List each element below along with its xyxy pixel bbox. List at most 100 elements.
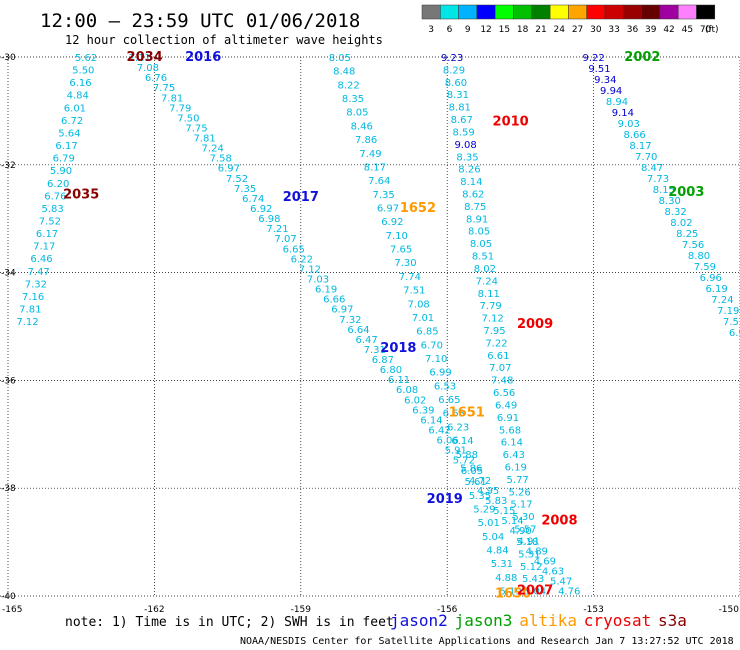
longitude-tick-labels: -165 -162 -159 -156 -153 -150 <box>2 605 739 615</box>
swh-value: 7.51 <box>723 317 740 328</box>
legend-entry: altika <box>519 611 577 630</box>
swh-value: 8.32 <box>664 207 686 218</box>
swh-value: 7.12 <box>481 314 503 325</box>
lat-tick-label: -34 <box>1 269 16 279</box>
swh-value: 7.10 <box>386 231 408 242</box>
legend-entry: s3a <box>658 611 687 630</box>
swh-value: 6.14 <box>420 415 442 426</box>
swh-value: 7.50 <box>177 113 199 124</box>
time-label: 2035 <box>63 187 99 202</box>
swh-value: 5.64 <box>58 128 80 139</box>
swh-value: 6.20 <box>47 179 69 190</box>
swh-value: 8.35 <box>456 152 478 163</box>
swh-value: 6.72 <box>61 116 83 127</box>
swh-value: 8.46 <box>351 121 373 132</box>
time-label: 2034 <box>127 50 163 65</box>
swh-value: 6.74 <box>242 194 264 205</box>
swh-value: 6.42 <box>428 426 450 437</box>
time-label: 2003 <box>668 185 704 200</box>
swh-value: 4.76 <box>558 587 580 598</box>
swh-value: 6.19 <box>315 285 337 296</box>
swh-value: 9.08 <box>454 140 476 151</box>
swh-value: 4.84 <box>486 546 508 557</box>
swh-value: 4.72 <box>469 476 491 487</box>
swh-value: 7.12 <box>299 264 321 275</box>
time-label: 1652 <box>400 201 436 216</box>
swh-value: 7.19 <box>717 306 739 317</box>
swh-value: 7.81 <box>19 305 41 316</box>
swh-value: 8.35 <box>342 94 364 105</box>
swh-value: 7.65 <box>390 245 412 256</box>
colorbar-tick-label: 30 <box>590 25 602 35</box>
swh-value: 6.22 <box>291 254 313 265</box>
swh-value: 5.04 <box>482 532 504 543</box>
time-label: 1651 <box>449 406 485 421</box>
lon-tick-label: -165 <box>2 605 22 615</box>
swh-value: 5.91 <box>445 446 467 457</box>
swh-value: 7.01 <box>412 313 434 324</box>
swh-value: 9.03 <box>618 119 640 130</box>
swh-value: 4.88 <box>495 573 517 584</box>
swh-value: 8.05 <box>468 227 490 238</box>
swh-value: 5.62 <box>75 53 97 64</box>
swh-value: 8.81 <box>449 103 471 114</box>
colorbar-swatch <box>458 4 478 20</box>
swh-value: 7.86 <box>355 135 377 146</box>
swh-value: 9.14 <box>612 108 634 119</box>
swh-value: 6.19 <box>505 463 527 474</box>
swh-value: 6.66 <box>323 295 345 306</box>
swh-value: 7.32 <box>25 279 47 290</box>
swh-value: 7.52 <box>39 216 61 227</box>
footer-credit: NOAA/NESDIS Center for Satellite Applica… <box>240 636 734 647</box>
swh-value: 8.25 <box>676 229 698 240</box>
swh-value: 5.15 <box>493 506 515 517</box>
colorbar-tick-label: 9 <box>465 25 471 35</box>
swh-value: 7.10 <box>425 354 447 365</box>
track-time-labels: 2034 2016 2035 2017 1652 2010 2002 2003 2009 2018… <box>63 50 704 601</box>
swh-value: 6.91 <box>729 328 740 339</box>
swh-value: 5.30 <box>512 512 534 523</box>
swh-value: 7.17 <box>33 242 55 253</box>
swh-value: 6.47 <box>356 335 378 346</box>
swh-value: 8.30 <box>659 196 681 207</box>
swh-value: 9.22 <box>582 53 604 64</box>
swh-value: 7.56 <box>682 240 704 251</box>
swh-value: 9.23 <box>441 53 463 64</box>
swh-value: 7.52 <box>226 174 248 185</box>
swh-value: 7.81 <box>161 93 183 104</box>
time-label: 2007 <box>517 584 553 599</box>
swh-value: 8.48 <box>333 67 355 78</box>
swh-value: 8.31 <box>447 90 469 101</box>
swh-value: 6.06 <box>437 436 459 447</box>
swh-value: 7.07 <box>274 234 296 245</box>
time-label: 2017 <box>283 190 319 205</box>
swh-value: 5.86 <box>460 463 482 474</box>
legend-entry: jason2 <box>390 611 448 630</box>
swh-value: 8.05 <box>470 239 492 250</box>
swh-value: 8.66 <box>623 130 645 141</box>
swh-value: 8.75 <box>464 202 486 213</box>
swh-value: 8.17 <box>364 162 386 173</box>
map-grid <box>0 56 740 597</box>
map-title: 12:00 – 23:59 UTC 01/06/2018 <box>40 10 360 32</box>
swh-value: 7.75 <box>153 83 175 94</box>
swh-value: 4.69 <box>534 556 556 567</box>
colorbar-tick-label: 33 <box>608 25 619 35</box>
swh-value: 6.76 <box>145 73 167 84</box>
lat-tick-label: -38 <box>1 484 16 494</box>
swh-value: 7.32 <box>339 315 361 326</box>
swh-value: 8.15 <box>653 185 675 196</box>
swh-value: 7.81 <box>193 134 215 145</box>
swh-value: 6.97 <box>218 164 240 175</box>
swh-value: 5.68 <box>499 425 521 436</box>
swh-value: 5.43 <box>522 574 544 585</box>
swh-value: 5.18 <box>516 537 538 548</box>
swh-value: 7.16 <box>22 292 44 303</box>
swh-value: 6.08 <box>396 385 418 396</box>
colorbar-swatch <box>677 4 697 20</box>
swh-value: 6.92 <box>381 217 403 228</box>
swh-value: 6.68 <box>443 409 465 420</box>
swh-value: 7.03 <box>307 274 329 285</box>
swh-value: 8.67 <box>451 115 473 126</box>
swh-value: 7.12 <box>16 317 38 328</box>
